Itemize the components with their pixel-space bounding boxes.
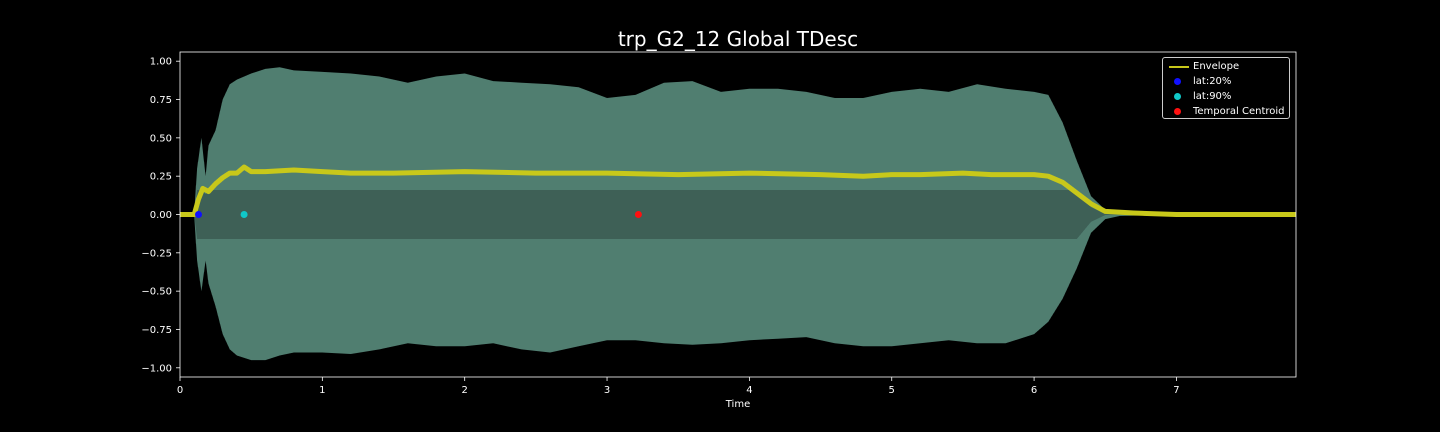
legend: Envelope lat:20% lat:90% Temporal Centro… xyxy=(1162,57,1290,119)
x-tick-label: 6 xyxy=(1031,385,1037,396)
legend-label: Temporal Centroid xyxy=(1193,106,1285,117)
axes: 0 1 2 3 4 5 6 7 −1.00 −0.75 −0.50 −0.25 0.00 0.25 0.50… xyxy=(141,51,1297,396)
legend-dot-swatch xyxy=(1174,108,1181,115)
legend-dot-swatch xyxy=(1174,93,1181,100)
legend-item-temporal-centroid: Temporal Centroid xyxy=(1163,104,1289,119)
lat20-marker xyxy=(195,211,202,218)
y-tick-label: −0.75 xyxy=(141,325,172,336)
lat90-marker xyxy=(240,211,248,218)
legend-label: lat:90% xyxy=(1193,91,1232,102)
y-tick-label: −0.25 xyxy=(141,248,172,259)
x-tick-label: 5 xyxy=(889,385,895,396)
legend-item-lat20: lat:20% xyxy=(1163,74,1289,89)
legend-label: lat:20% xyxy=(1193,76,1232,87)
plot-area xyxy=(180,67,1296,361)
envelope-line xyxy=(180,164,1296,217)
x-tick-label: 0 xyxy=(177,385,183,396)
waveform-core xyxy=(180,190,1296,239)
legend-item-envelope: Envelope xyxy=(1163,59,1289,74)
legend-label: Envelope xyxy=(1193,61,1240,72)
legend-item-lat90: lat:90% xyxy=(1163,89,1289,104)
y-tick-label: 0.25 xyxy=(150,172,172,183)
y-tick-label: 0.50 xyxy=(150,133,172,144)
x-tick-label: 4 xyxy=(746,385,752,396)
temporal-centroid-marker xyxy=(634,211,642,218)
x-tick-label: 1 xyxy=(319,385,325,396)
y-tick-label: 1.00 xyxy=(150,57,172,68)
y-tick-label: 0.75 xyxy=(150,95,172,106)
y-tick-label: −1.00 xyxy=(141,363,172,374)
x-tick-label: 2 xyxy=(462,385,468,396)
y-tick-label: −0.50 xyxy=(141,287,172,298)
x-tick-label: 3 xyxy=(604,385,610,396)
x-tick-label: 7 xyxy=(1173,385,1179,396)
chart-title: trp_G2_12 Global TDesc xyxy=(618,27,858,51)
legend-dot-swatch xyxy=(1174,78,1181,85)
legend-line-swatch xyxy=(1169,66,1189,68)
x-axis-label: Time xyxy=(725,399,750,410)
y-tick-label: 0.00 xyxy=(150,210,172,221)
